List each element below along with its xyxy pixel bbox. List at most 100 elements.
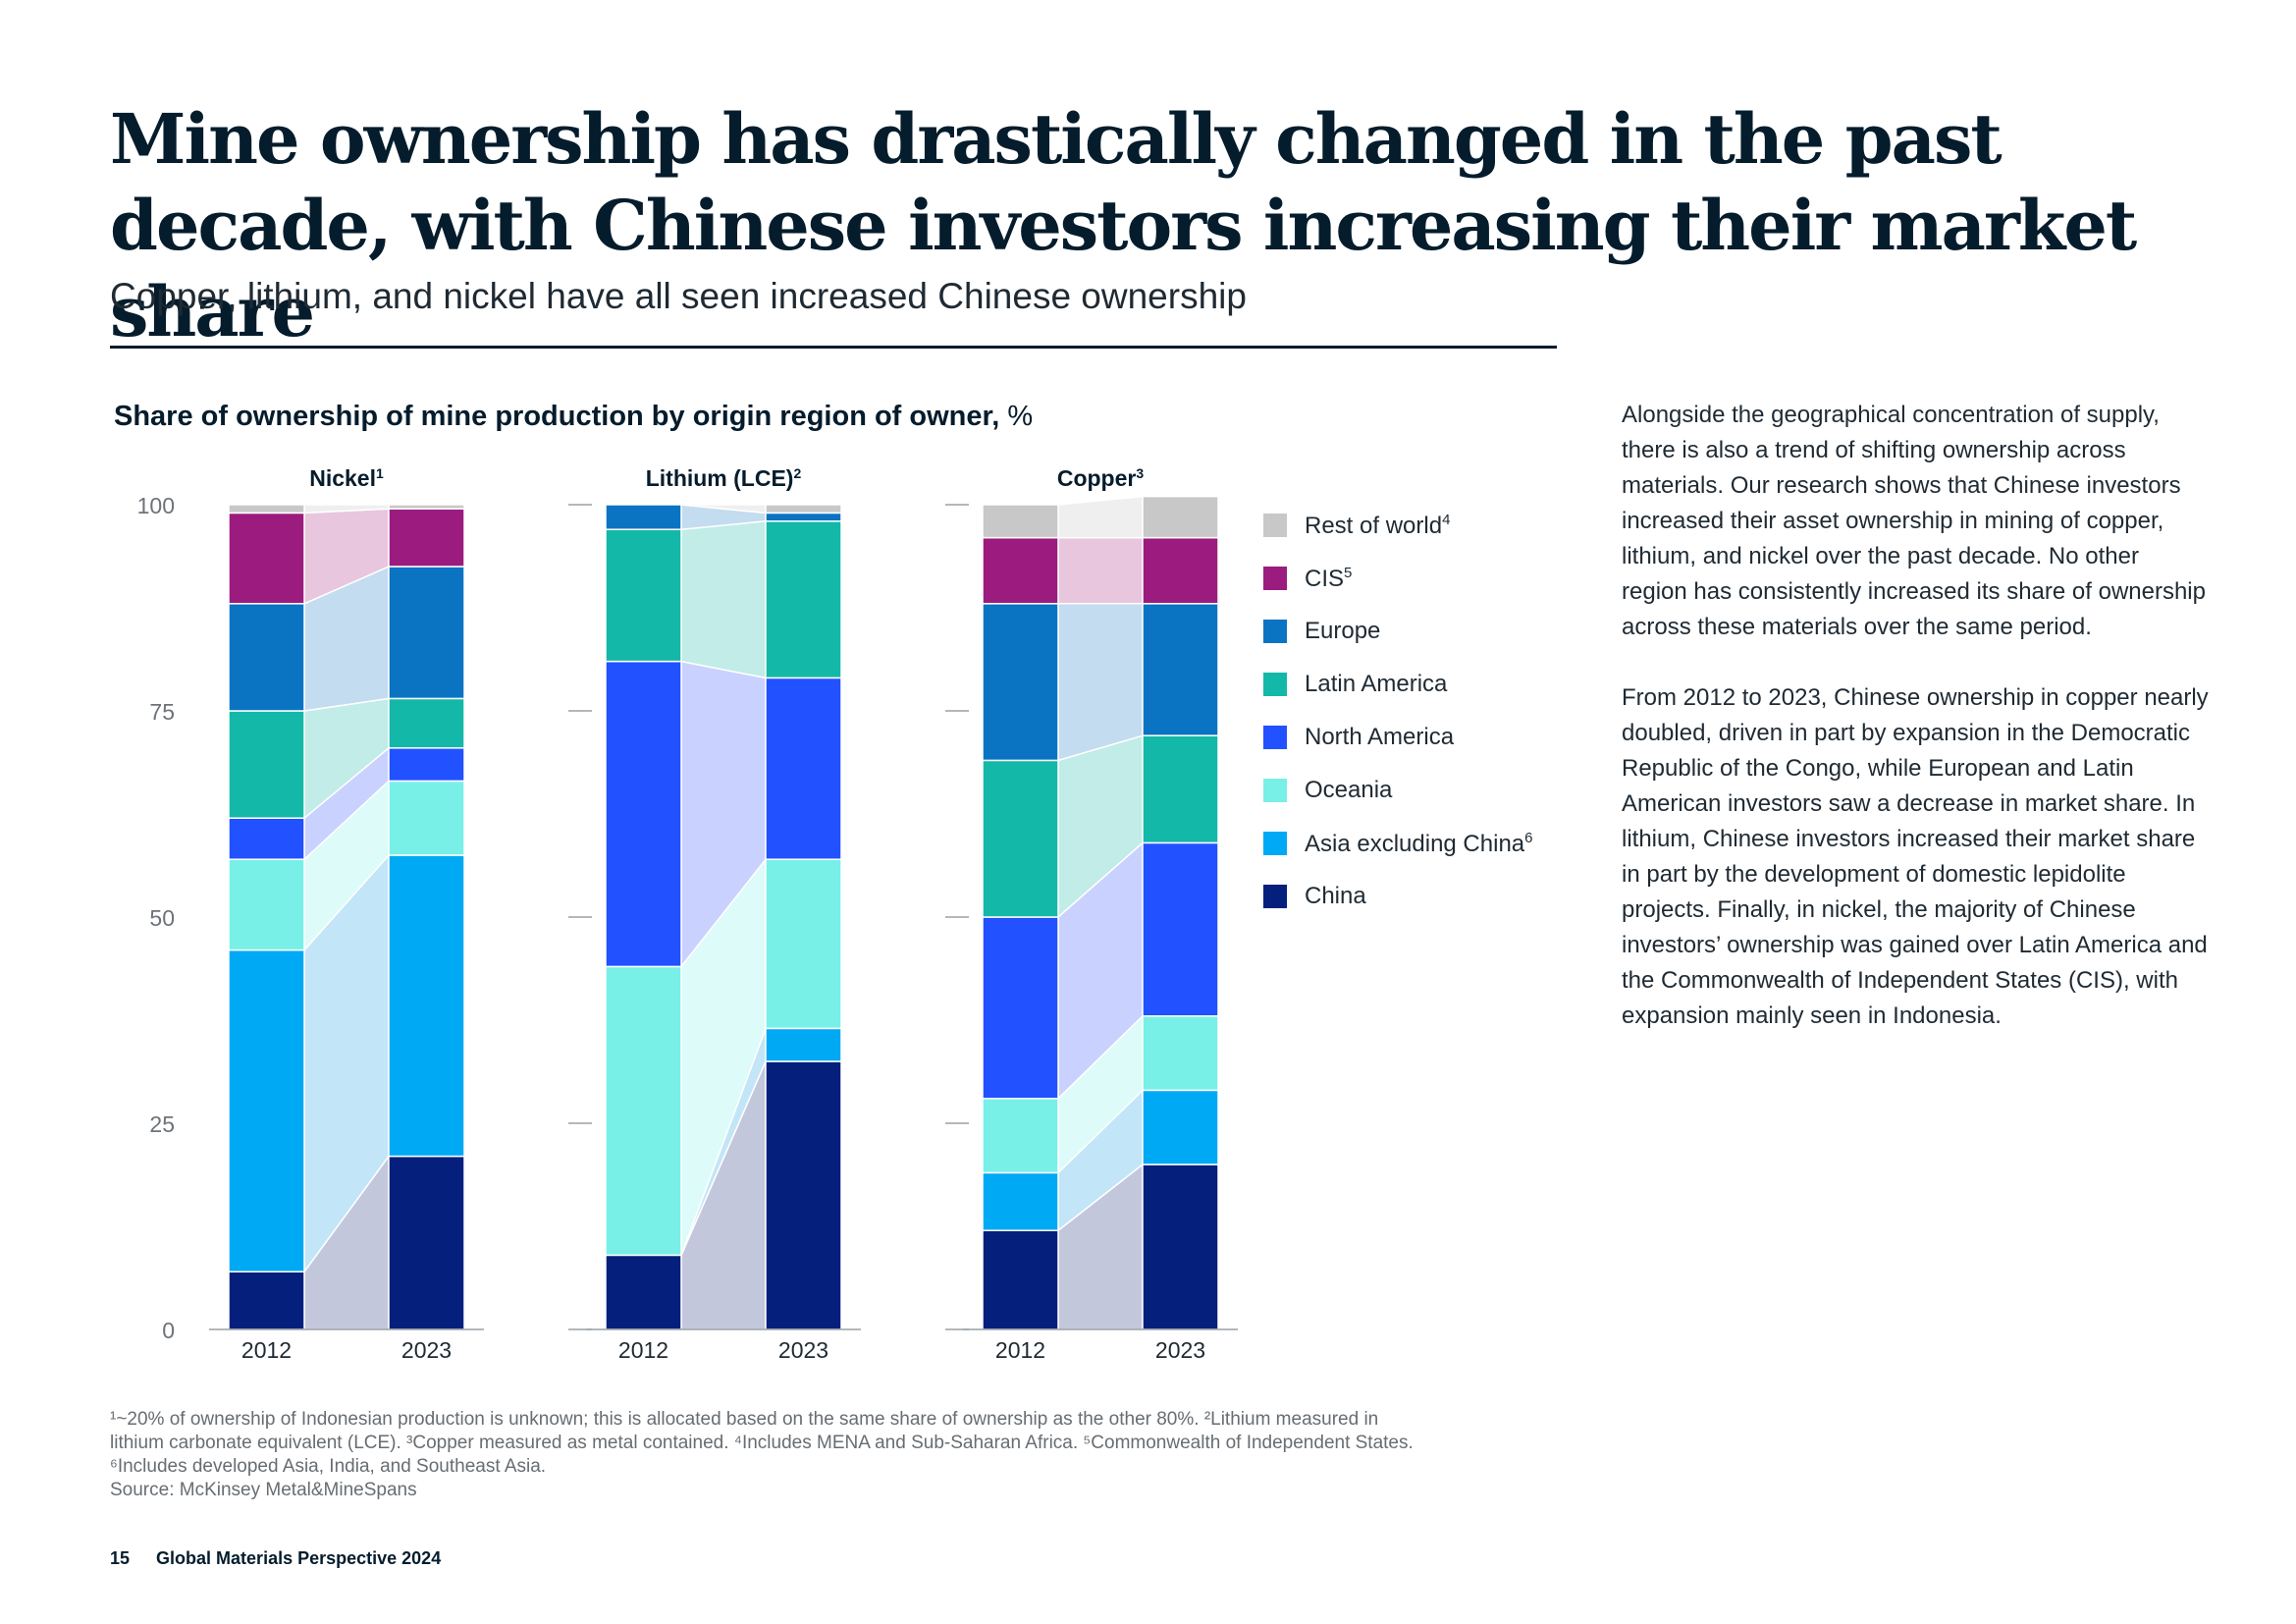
legend-swatch	[1263, 726, 1287, 749]
bar-segment-rest-of-world	[228, 504, 305, 514]
legend-label: Asia excluding China6	[1305, 829, 1533, 857]
legend-item: Rest of world4	[1263, 499, 1532, 552]
bar-segment-latin-america	[1142, 734, 1219, 844]
bar-segment-cis	[388, 508, 465, 568]
chart-title: Share of ownership of mine production by…	[114, 401, 1033, 433]
bar-segment-china	[228, 1271, 305, 1330]
bar-segment-oceania	[605, 965, 682, 1257]
band-rest-of-world	[1057, 495, 1144, 539]
bar-segment-oceania	[765, 858, 842, 1030]
legend-swatch	[1263, 620, 1287, 643]
bar-segment-north-america	[605, 660, 682, 968]
page-footer: 15 Global Materials Perspective 2024	[110, 1548, 441, 1569]
bar-segment-cis	[228, 512, 305, 605]
legend-item: North America	[1263, 711, 1532, 764]
bar-segment-oceania	[1142, 1015, 1219, 1092]
bar-segment-rest-of-world	[388, 504, 465, 510]
chart-unit: %	[1007, 401, 1034, 432]
bar-segment-rest-of-world	[765, 504, 842, 514]
y-tick-label: 100	[137, 493, 175, 518]
bar-segment-asia-excluding-china	[388, 854, 465, 1158]
legend-item: Oceania	[1263, 764, 1532, 817]
bar-segment-latin-america	[605, 528, 682, 663]
legend-label: Latin America	[1305, 671, 1448, 697]
legend-swatch	[1263, 832, 1287, 855]
publication-name: Global Materials Perspective 2024	[156, 1548, 442, 1568]
bar-segment-asia-excluding-china	[765, 1027, 842, 1062]
bar-segment-europe	[982, 603, 1059, 762]
legend-item: Europe	[1263, 605, 1532, 658]
band-cis	[1057, 536, 1144, 605]
legend-label: Rest of world4	[1305, 511, 1451, 539]
bar-segment-china	[1142, 1164, 1219, 1330]
bar-segment-oceania	[982, 1098, 1059, 1174]
bar-segment-asia-excluding-china	[982, 1171, 1059, 1231]
legend-swatch	[1263, 567, 1287, 590]
chart-title-text: Share of ownership of mine production by…	[114, 401, 1000, 432]
body-text: Alongside the geographical concentration…	[1622, 398, 2211, 1069]
bar-segment-europe	[228, 603, 305, 712]
legend-label: China	[1305, 883, 1366, 909]
bar-segment-china	[982, 1229, 1059, 1330]
x-tick-label: 2012	[241, 1337, 292, 1363]
bar-segment-europe	[388, 566, 465, 700]
panel-title: Copper3	[1057, 465, 1145, 491]
bar-segment-china	[388, 1155, 465, 1330]
legend-swatch	[1263, 514, 1287, 537]
footnote-line: ¹~20% of ownership of Indonesian product…	[110, 1409, 1379, 1430]
bar-segment-north-america	[982, 916, 1059, 1100]
legend-item: Asia excluding China6	[1263, 817, 1532, 870]
x-tick-label: 2023	[778, 1337, 828, 1363]
bar-segment-oceania	[388, 780, 465, 856]
bar-segment-rest-of-world	[982, 504, 1059, 539]
band-latin-america	[680, 519, 767, 679]
page-subtitle: Copper, lithium, and nickel have all see…	[110, 276, 1247, 316]
bar-segment-latin-america	[228, 710, 305, 819]
bar-segment-north-america	[765, 677, 842, 860]
stacked-bar-chart: 0 25 50 75 100 2012 2023 Nickel1 2012 2023 Lithium…	[137, 465, 1238, 1363]
bar-segment-north-america	[1142, 841, 1219, 1017]
bar-segment-oceania	[228, 858, 305, 951]
legend-item: China	[1263, 870, 1532, 923]
chart-legend: Rest of world4 CIS5 Europe Latin America Nor…	[1263, 499, 1532, 923]
page-number: 15	[110, 1548, 131, 1568]
body-paragraph-1: Alongside the geographical concentration…	[1622, 402, 2206, 640]
legend-item: CIS5	[1263, 552, 1532, 605]
footnotes: ¹~20% of ownership of Indonesian product…	[110, 1408, 1582, 1502]
bar-segment-latin-america	[982, 759, 1059, 918]
x-tick-label: 2023	[401, 1337, 452, 1363]
y-tick-label: 0	[162, 1318, 175, 1343]
band-europe	[1057, 603, 1144, 762]
legend-swatch	[1263, 885, 1287, 908]
bar-segment-europe	[605, 504, 682, 530]
bar-segment-china	[605, 1254, 682, 1330]
page-title: Mine ownership has drastically changed i…	[110, 98, 2137, 352]
x-tick-label: 2012	[618, 1337, 668, 1363]
legend-swatch	[1263, 673, 1287, 696]
footnote-line: lithium carbonate equivalent (LCE). ³Cop…	[110, 1433, 1414, 1453]
y-tick-label: 25	[149, 1111, 175, 1137]
bar-segment-latin-america	[388, 697, 465, 749]
bar-segment-north-america	[228, 817, 305, 860]
body-paragraph-2: From 2012 to 2023, Chinese ownership in …	[1622, 684, 2209, 1029]
footnote-line: ⁶Includes developed Asia, India, and Sou…	[110, 1456, 547, 1477]
legend-label: Oceania	[1305, 777, 1393, 803]
x-tick-label: 2012	[995, 1337, 1045, 1363]
bar-segment-europe	[1142, 603, 1219, 736]
bar-segment-latin-america	[765, 520, 842, 679]
bar-segment-cis	[982, 536, 1059, 605]
legend-item: Latin America	[1263, 658, 1532, 711]
y-tick-label: 50	[149, 905, 175, 931]
bar-segment-asia-excluding-china	[228, 948, 305, 1272]
bar-segment-north-america	[388, 747, 465, 783]
y-tick-label: 75	[149, 699, 175, 725]
legend-label: North America	[1305, 724, 1455, 750]
legend-label: CIS5	[1305, 564, 1353, 592]
source-note: Source: McKinsey Metal&MineSpans	[110, 1480, 417, 1500]
bar-segment-asia-excluding-china	[1142, 1089, 1219, 1165]
legend-label: Europe	[1305, 618, 1381, 644]
x-tick-label: 2023	[1155, 1337, 1205, 1363]
bar-segment-europe	[765, 512, 842, 522]
legend-swatch	[1263, 779, 1287, 802]
panel-title: Lithium (LCE)2	[646, 465, 802, 491]
